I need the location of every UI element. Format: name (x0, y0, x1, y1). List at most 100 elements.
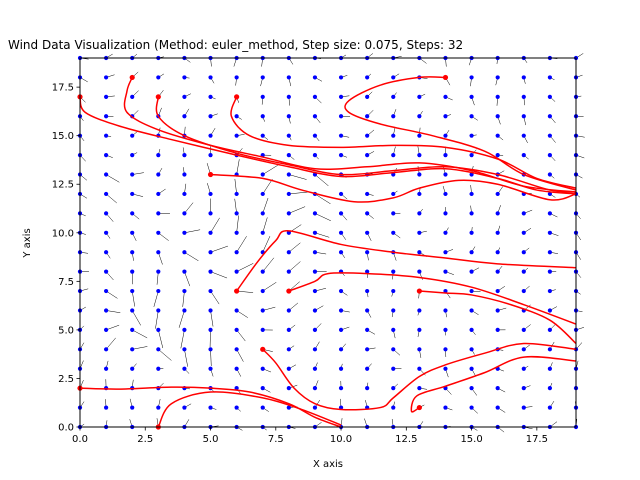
grid-point (338, 75, 344, 80)
grid-point (130, 347, 135, 352)
grid-point (417, 347, 422, 352)
grid-point (208, 405, 213, 410)
wind-vector (236, 290, 254, 293)
grid-point (130, 269, 135, 274)
grid-point (338, 288, 344, 294)
grid-point (338, 94, 344, 99)
wind-vector (288, 261, 301, 272)
grid-point (104, 327, 109, 332)
grid-point (443, 250, 448, 255)
grid-point (521, 250, 526, 255)
trajectory-line (155, 96, 577, 193)
grid-point (338, 386, 344, 391)
grid-point (443, 347, 448, 352)
grid-point (286, 308, 291, 313)
y-tick-label: 5.0 (58, 325, 74, 336)
trajectory-start-point (155, 94, 161, 100)
grid-point (208, 366, 213, 371)
grid-point (312, 211, 318, 216)
grid-point (547, 133, 552, 138)
wind-vector (262, 197, 269, 214)
y-tick-label: 0.0 (58, 423, 74, 434)
grid-point (338, 114, 344, 119)
grid-point (260, 114, 265, 119)
grid-point (208, 288, 213, 294)
grid-point (365, 75, 370, 80)
x-tick-label: 10.0 (330, 434, 352, 445)
grid-point (469, 94, 474, 99)
grid-point (521, 288, 526, 294)
grid-point (182, 94, 187, 99)
grid-point (365, 327, 370, 332)
grid-point (260, 405, 265, 410)
wind-vector (131, 310, 141, 326)
grid-point (469, 405, 474, 410)
grid-point (547, 75, 552, 80)
grid-point (104, 75, 109, 80)
grid-point (495, 269, 500, 274)
grid-point (417, 153, 422, 158)
grid-point (443, 94, 448, 99)
grid-point (469, 327, 474, 332)
trajectory-start-point (234, 288, 240, 294)
grid-point (547, 230, 552, 235)
trajectories (77, 74, 577, 430)
grid-point (547, 94, 552, 99)
grid-point (547, 250, 552, 255)
grid-point (234, 386, 239, 391)
grid-point (365, 269, 370, 274)
grid-point (104, 133, 109, 138)
grid-point (365, 211, 370, 216)
grid-point (417, 386, 422, 391)
x-tick-label: 17.5 (526, 434, 548, 445)
grid-point (469, 347, 474, 352)
trajectory-start-point (442, 74, 449, 81)
grid-point (260, 211, 265, 216)
grid-point (208, 230, 213, 235)
grid-point (182, 269, 187, 274)
grid-point (286, 405, 291, 410)
grid-point (260, 288, 265, 294)
grid-point (208, 327, 213, 332)
trajectory-start-point (129, 74, 135, 81)
grid-point (130, 327, 135, 332)
wind-vector (105, 337, 116, 350)
grid-point (495, 191, 500, 197)
grid-point (286, 211, 291, 216)
grid-point (495, 133, 500, 138)
grid-point (182, 288, 187, 294)
grid-point (495, 405, 500, 410)
grid-point (365, 230, 370, 235)
grid-point (104, 308, 109, 313)
grid-point (286, 327, 291, 332)
trajectory-line (230, 96, 577, 189)
grid-point (469, 133, 474, 138)
wind-vector (314, 193, 331, 205)
trajectory-start-point (234, 94, 240, 100)
grid-point (234, 366, 239, 371)
grid-point (156, 153, 161, 158)
grid-point (156, 75, 161, 80)
grid-point (234, 75, 239, 80)
wind-vector (314, 232, 330, 238)
grid-point (417, 211, 422, 216)
grid-point (234, 211, 239, 216)
grid-point (521, 405, 526, 410)
grid-point (547, 114, 552, 119)
wind-vector (236, 263, 254, 272)
grid-point (521, 114, 526, 119)
grid-point (365, 114, 370, 119)
grid-point (495, 308, 500, 313)
grid-point (469, 269, 474, 274)
wind-vector (236, 349, 244, 362)
wind-vector (158, 329, 164, 349)
grid-point (338, 308, 344, 313)
grid-point (182, 308, 187, 313)
grid-point (365, 191, 370, 197)
grid-point (208, 347, 213, 352)
grid-point (182, 114, 187, 119)
wind-vector (106, 310, 121, 313)
grid-point (312, 114, 318, 119)
wind-vector (158, 252, 163, 265)
grid-point (495, 288, 500, 294)
